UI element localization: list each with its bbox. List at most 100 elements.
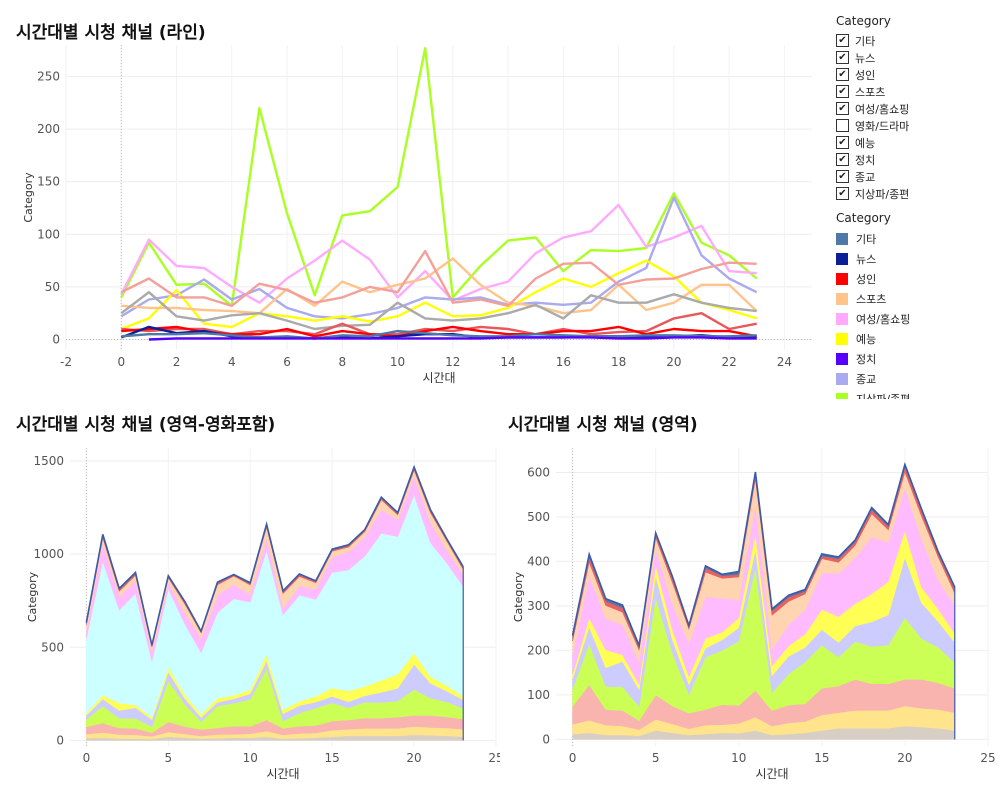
- filter-item[interactable]: ✔ 기타: [836, 32, 986, 49]
- x-tick-label: 25: [488, 751, 500, 765]
- legend-item-label: 기타: [856, 233, 877, 246]
- filter-item-label: 종교: [855, 170, 876, 184]
- filter-item[interactable]: ✔ 예능: [836, 134, 986, 151]
- legend-item[interactable]: 기타: [836, 229, 986, 249]
- total-outline: [571, 461, 956, 649]
- x-tick-label: 0: [83, 751, 91, 765]
- legend-item[interactable]: 정치: [836, 349, 986, 369]
- checkbox[interactable]: ✔: [836, 102, 849, 115]
- legend-item[interactable]: 성인: [836, 269, 986, 289]
- color-legend-title: Category: [836, 211, 891, 225]
- x-axis-label: 시간대: [266, 767, 299, 781]
- checkbox[interactable]: ✔: [836, 136, 849, 149]
- checkbox[interactable]: ✔: [836, 68, 849, 81]
- y-tick-label: 500: [527, 510, 550, 524]
- y-axis-label: Category: [22, 172, 35, 223]
- x-tick-label: 5: [164, 751, 172, 765]
- legend-item-label: 성인: [856, 273, 877, 286]
- checkbox[interactable]: ✔: [836, 187, 849, 200]
- legend-item-label: 뉴스: [856, 253, 877, 266]
- filter-item-label: 지상파/종편: [855, 187, 910, 201]
- series-line: [120, 203, 757, 304]
- series-line: [120, 259, 758, 331]
- filter-item[interactable]: ✔ 뉴스: [836, 49, 986, 66]
- y-tick-label: 300: [527, 599, 550, 613]
- series-line: [120, 196, 758, 320]
- y-tick-label: 200: [37, 122, 60, 136]
- y-tick-label: 250: [37, 70, 60, 84]
- filter-item[interactable]: ✔ 지상파/종편: [836, 185, 986, 202]
- filter-list: ✔ 기타 ✔ 뉴스 ✔ 성인 ✔ 스포츠 ✔ 여성/홈쇼핑 영화/드라마 ✔ 예능 ✔ 정치 ✔ 종교 ✔ 지상파/…: [836, 32, 986, 217]
- legend-item[interactable]: 뉴스: [836, 249, 986, 269]
- x-tick-label: 0: [117, 355, 125, 369]
- area-chart-title: 시간대별 시청 채널 (영역): [508, 415, 698, 435]
- x-tick-label: 12: [445, 355, 460, 369]
- checkbox[interactable]: ✔: [836, 153, 849, 166]
- checkbox[interactable]: ✔: [836, 51, 849, 64]
- y-axis-label: Category: [512, 571, 525, 622]
- legend-item-label: 지상파/종편: [856, 391, 910, 399]
- x-tick-label: 10: [731, 751, 746, 765]
- legend-item-label: 정치: [856, 353, 877, 366]
- y-tick-label: 100: [37, 227, 60, 241]
- legend-swatch: [836, 253, 848, 265]
- x-tick-label: 14: [500, 355, 515, 369]
- filter-item-label: 정치: [855, 153, 876, 167]
- line-chart-title: 시간대별 시청 채널 (라인): [16, 23, 206, 43]
- y-tick-label: 0: [542, 732, 550, 746]
- x-axis-label: 시간대: [755, 767, 788, 781]
- x-tick-label: 20: [897, 751, 912, 765]
- checkbox[interactable]: ✔: [836, 85, 849, 98]
- filter-legend-title: Category: [836, 14, 891, 28]
- legend-swatch: [836, 313, 848, 325]
- y-tick-label: 150: [37, 175, 60, 189]
- checkbox[interactable]: [836, 119, 849, 132]
- filter-item-label: 뉴스: [855, 51, 876, 65]
- filter-item-label: 기타: [855, 34, 876, 48]
- x-tick-label: 15: [325, 751, 340, 765]
- x-tick-label: 18: [611, 355, 626, 369]
- series-line: [120, 249, 757, 307]
- x-tick-label: 10: [390, 355, 405, 369]
- filter-item[interactable]: ✔ 종교: [836, 168, 986, 185]
- legend-item[interactable]: 여성/홈쇼핑: [836, 309, 986, 329]
- legend-item-label: 여성/홈쇼핑: [856, 313, 911, 326]
- area-chart-movies: 0 500 1000 1500 0 5 10 15 20 25 시간대 Category: [26, 448, 500, 781]
- legend-swatch: [836, 293, 848, 305]
- x-tick-label: 20: [666, 355, 681, 369]
- checkbox[interactable]: ✔: [836, 34, 849, 47]
- series-line: [120, 291, 757, 331]
- y-tick-label: 500: [41, 640, 64, 654]
- legend-item[interactable]: 예능: [836, 329, 986, 349]
- x-tick-label: 16: [556, 355, 571, 369]
- x-tick-label: 5: [652, 751, 660, 765]
- checkbox[interactable]: ✔: [836, 170, 849, 183]
- legend-item[interactable]: 종교: [836, 369, 986, 389]
- filter-item[interactable]: 영화/드라마: [836, 117, 986, 134]
- y-tick-label: 1000: [33, 547, 64, 561]
- filter-item[interactable]: ✔ 여성/홈쇼핑: [836, 100, 986, 117]
- series-line: [148, 336, 757, 341]
- area-chart-movies-title: 시간대별 시청 채널 (영역-영화포함): [16, 415, 276, 435]
- area-chart: 0 100 200 300 400 500 600 0 5 10 15 20 25 시간대 Category: [512, 448, 996, 781]
- filter-item[interactable]: ✔ 성인: [836, 66, 986, 83]
- total-outline: [85, 464, 464, 646]
- x-tick-label: 8: [338, 355, 346, 369]
- x-tick-label: 2: [173, 355, 181, 369]
- filter-item[interactable]: ✔ 정치: [836, 151, 986, 168]
- y-tick-label: 1500: [33, 454, 64, 468]
- series-line: [120, 47, 758, 307]
- filter-item-label: 여성/홈쇼핑: [855, 102, 910, 116]
- legend-item[interactable]: 스포츠: [836, 289, 986, 309]
- legend-swatch: [836, 333, 848, 345]
- legend-swatch: [836, 373, 848, 385]
- x-tick-label: 0: [569, 751, 577, 765]
- legend-item[interactable]: 지상파/종편: [836, 389, 986, 399]
- filter-item[interactable]: ✔ 스포츠: [836, 83, 986, 100]
- x-tick-label: 15: [814, 751, 829, 765]
- x-tick-label: 24: [777, 355, 792, 369]
- x-tick-label: 6: [283, 355, 291, 369]
